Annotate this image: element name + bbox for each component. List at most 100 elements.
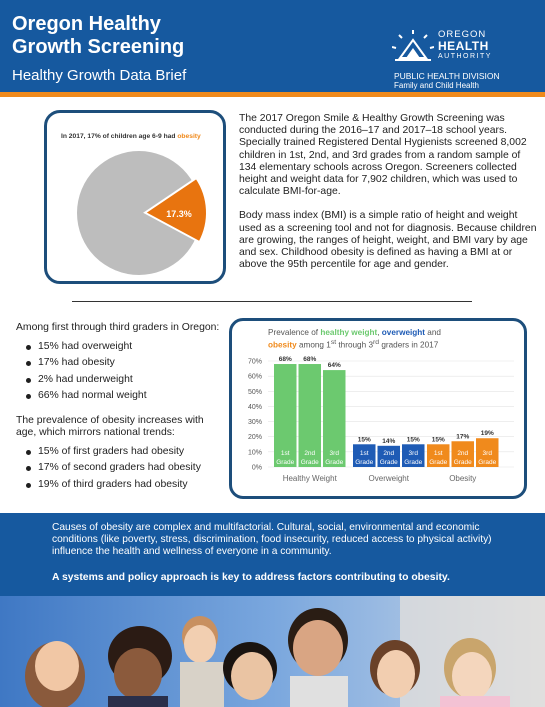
bar: [402, 444, 425, 467]
bar: [353, 444, 376, 467]
oha-logo: OREGON HEALTH AUTHORITY: [392, 26, 542, 96]
bar-grade-label: 3rd: [409, 450, 419, 457]
pie-slice-obesity: [143, 176, 208, 244]
bar-grade-label: Grade: [325, 459, 343, 466]
bar-grade-label: 1st: [281, 450, 290, 457]
page-subtitle: Healthy Growth Data Brief: [12, 67, 187, 84]
children-photo: [0, 596, 545, 707]
chart-title-part: through 3: [336, 340, 373, 350]
bar-grade-label: Grade: [404, 459, 422, 466]
pie-slice-label: 17.3%: [166, 209, 192, 219]
bar-grade-label: Grade: [429, 459, 447, 466]
y-tick-label: 0%: [252, 465, 262, 472]
bar-grade-label: 2nd: [457, 450, 468, 457]
logo-word-health: HEALTH: [438, 39, 489, 53]
intro-paragraph-2: Body mass index (BMI) is a simple ratio …: [239, 210, 537, 271]
pie-caption-text: In 2017, 17% of children age 6-9 had: [61, 133, 178, 140]
pie-slice-rest: [77, 151, 201, 275]
title-line-1: Oregon Healthy: [12, 13, 161, 35]
header-banner: Oregon Healthy Growth Screening Healthy …: [0, 0, 545, 97]
intro-paragraph-1: The 2017 Oregon Smile & Healthy Growth S…: [239, 113, 527, 198]
list-item: 15% had overweight: [16, 341, 226, 354]
intro-text: The 2017 Oregon Smile & Healthy Growth S…: [239, 113, 539, 271]
bar-data-label: 64%: [328, 362, 341, 369]
section-divider: [72, 301, 472, 302]
bar: [476, 438, 499, 467]
bar-grade-label: 3rd: [330, 450, 340, 457]
list-item: 17% of second graders had obesity: [16, 462, 226, 475]
prevalence-bar-chart: 0% 10% 20% 30% 40% 50% 60% 70% 68% 1st Grade 68% 2nd…: [248, 356, 514, 483]
stats-list: Among first through third graders in Ore…: [16, 322, 226, 495]
y-tick-label: 50%: [248, 389, 262, 396]
group-label: Obesity: [449, 474, 476, 483]
prevalence-chart-card: Prevalence of healthy weight, overweight…: [229, 318, 527, 499]
chart-title-sup: rd: [373, 339, 380, 346]
bar: [298, 364, 321, 467]
list-item: 66% had normal weight: [16, 390, 226, 403]
bar: [451, 441, 474, 467]
list-item: 15% of first graders had obesity: [16, 446, 226, 459]
bar-grade-label: Grade: [276, 459, 294, 466]
causes-text: Causes of obesity are complex and multif…: [52, 522, 492, 557]
chart-title-part: among 1: [296, 340, 331, 350]
bar-grade-label: 2nd: [383, 450, 394, 457]
bar-data-label: 68%: [303, 356, 316, 363]
bar: [274, 364, 297, 467]
bar: [377, 445, 400, 467]
logo-text: OREGON HEALTH AUTHORITY: [438, 30, 492, 62]
grade-trend-list: 15% of first graders had obesity 17% of …: [16, 446, 226, 492]
bar-data-label: 15%: [432, 436, 445, 443]
division-label: PUBLIC HEALTH DIVISION Family and Child …: [394, 71, 500, 91]
bar-data-label: 68%: [279, 356, 292, 363]
bar-grade-label: 2nd: [304, 450, 315, 457]
causes-band: Causes of obesity are complex and multif…: [0, 513, 545, 596]
policy-statement: A systems and policy approach is key to …: [52, 572, 450, 583]
bar-grade-label: 1st: [434, 450, 443, 457]
bar-data-label: 19%: [481, 430, 494, 437]
bar-grade-label: Grade: [478, 459, 496, 466]
y-tick-label: 40%: [248, 404, 262, 411]
pie-caption-highlight: obesity: [177, 133, 201, 140]
bar-data-label: 17%: [456, 433, 469, 440]
list-item: 17% had obesity: [16, 357, 226, 370]
bar-data-label: 15%: [407, 436, 420, 443]
bar-grade-label: Grade: [301, 459, 319, 466]
bar-grade-label: Grade: [454, 459, 472, 466]
division-line-1: PUBLIC HEALTH DIVISION: [394, 71, 500, 81]
chart-title-part: ,: [377, 328, 382, 337]
chart-title-part: graders in 2017: [379, 340, 439, 350]
obesity-pie-card: In 2017, 17% of children age 6-9 had obe…: [44, 110, 226, 284]
obesity-pie-chart: 17.3%: [77, 151, 208, 275]
bar-grade-label: 1st: [360, 450, 369, 457]
logo-word-oregon: OREGON: [438, 29, 487, 40]
logo-word-authority: AUTHORITY: [438, 53, 492, 60]
division-line-2: Family and Child Health: [394, 81, 479, 90]
bar-grade-label: 3rd: [483, 450, 493, 457]
bar-data-label: 15%: [358, 436, 371, 443]
chart-title-obesity: obesity: [268, 340, 297, 350]
sunburst-logo-icon: [392, 30, 434, 61]
bar: [323, 370, 346, 467]
chart-title-sup: st: [330, 339, 337, 346]
pie-caption: In 2017, 17% of children age 6-9 had obe…: [61, 133, 221, 140]
group-label: Healthy Weight: [283, 474, 338, 483]
stats-intro: Among first through third graders in Ore…: [16, 322, 220, 333]
chart-title-overweight: overweight: [381, 328, 426, 337]
title-line-2: Growth Screening: [12, 36, 185, 58]
trend-intro: The prevalence of obesity increases with…: [16, 414, 204, 439]
group-label: Overweight: [369, 474, 410, 483]
chart-title: Prevalence of healthy weight, overweight…: [268, 328, 518, 351]
y-tick-label: 10%: [248, 449, 262, 456]
bar: [427, 444, 450, 467]
chart-title-healthy: healthy weight: [320, 328, 378, 337]
bar-grade-label: Grade: [380, 459, 398, 466]
chart-title-part: and: [425, 328, 441, 337]
page-title: Oregon Healthy Growth Screening: [12, 13, 252, 59]
y-tick-label: 30%: [248, 419, 262, 426]
bar-data-label: 14%: [382, 438, 395, 445]
list-item: 2% had underweight: [16, 374, 226, 387]
list-item: 19% of third graders had obesity: [16, 479, 226, 492]
y-tick-label: 20%: [248, 434, 262, 441]
y-tick-label: 60%: [248, 374, 262, 381]
y-tick-label: 70%: [248, 359, 262, 366]
